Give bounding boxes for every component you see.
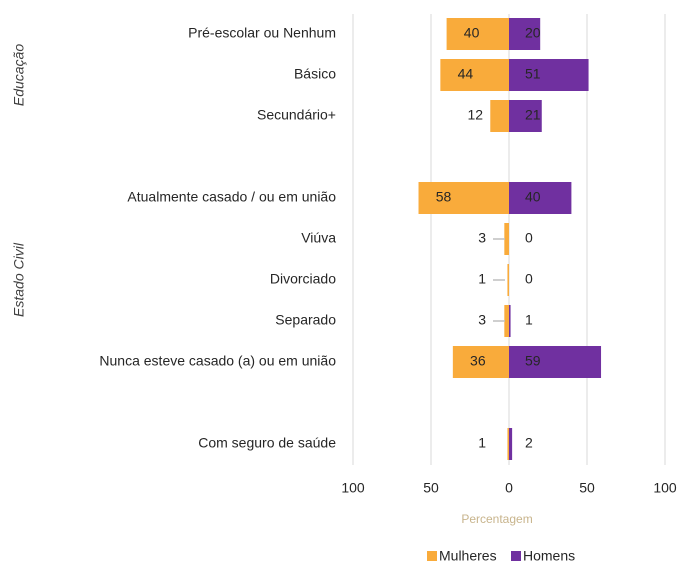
x-axis-title: Percentagem <box>461 512 532 526</box>
data-label: 21 <box>525 107 541 123</box>
category-label: Nunca esteve casado (a) ou em união <box>99 353 336 369</box>
bar <box>509 59 589 91</box>
data-label: 1 <box>478 435 486 451</box>
data-label: 2 <box>525 435 533 451</box>
x-tick-label: 50 <box>423 480 439 496</box>
bar <box>509 18 541 50</box>
x-tick-label: 100 <box>341 480 365 496</box>
group-label: Educação <box>11 44 27 106</box>
data-label: 58 <box>436 189 452 205</box>
bar <box>504 305 509 337</box>
bar <box>504 223 509 255</box>
x-tick-label: 100 <box>653 480 677 496</box>
category-label: Básico <box>294 66 336 82</box>
category-label: Separado <box>275 312 336 328</box>
bar <box>509 100 542 132</box>
category-label: Secundário+ <box>257 107 336 123</box>
legend-label: Mulheres <box>439 548 497 564</box>
bar <box>509 428 513 460</box>
bar <box>452 346 509 378</box>
category-label: Viúva <box>301 230 336 246</box>
category-label: Pré-escolar ou Nenhum <box>188 25 336 41</box>
bar <box>507 428 509 460</box>
data-label: 3 <box>478 312 486 328</box>
category-label: Atualmente casado / ou em união <box>127 189 336 205</box>
data-label: 12 <box>467 107 483 123</box>
data-label: 40 <box>525 189 541 205</box>
category-label: Divorciado <box>270 271 336 287</box>
data-label: 44 <box>458 66 474 82</box>
data-label: 40 <box>464 25 480 41</box>
category-label: Com seguro de saúde <box>198 435 336 451</box>
bar <box>509 346 602 378</box>
data-label: 0 <box>525 271 533 287</box>
bar <box>509 305 511 337</box>
legend-label: Homens <box>523 548 575 564</box>
bar <box>446 18 509 50</box>
data-label: 36 <box>470 353 486 369</box>
group-label: Estado Civil <box>11 242 27 317</box>
bar <box>509 182 572 214</box>
bar <box>440 59 509 91</box>
data-label: 0 <box>525 230 533 246</box>
data-label: 3 <box>478 230 486 246</box>
data-label: 1 <box>525 312 533 328</box>
data-label: 51 <box>525 66 541 82</box>
bar <box>490 100 509 132</box>
data-label: 1 <box>478 271 486 287</box>
x-tick-label: 50 <box>579 480 595 496</box>
x-tick-label: 0 <box>505 480 513 496</box>
data-label: 20 <box>525 25 541 41</box>
legend-swatch <box>427 551 437 561</box>
legend-swatch <box>511 551 521 561</box>
bar <box>418 182 509 214</box>
bar <box>507 264 509 296</box>
data-label: 59 <box>525 353 541 369</box>
